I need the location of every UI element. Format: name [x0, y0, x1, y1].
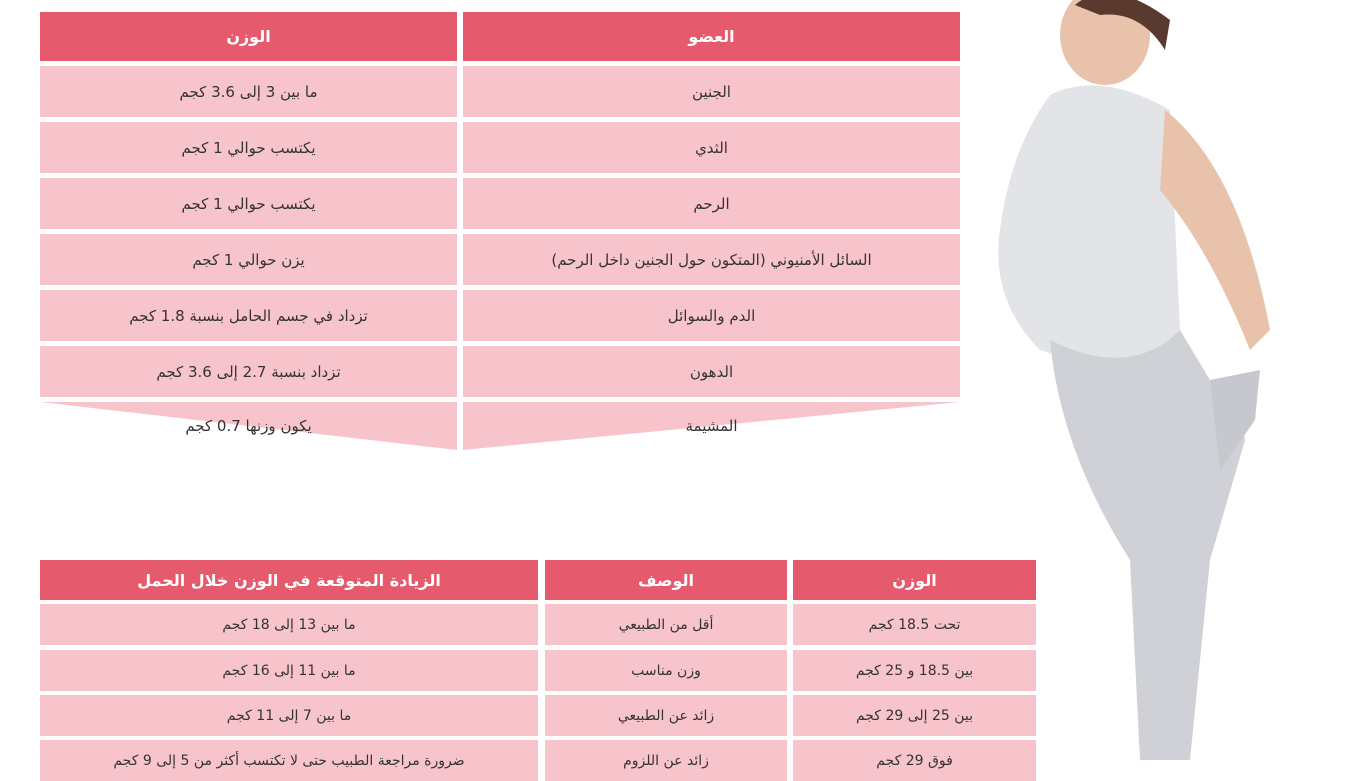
- weight-cell: يكون وزنها 0.7 كجم: [185, 417, 312, 435]
- weight-cell: يكتسب حوالي 1 كجم: [40, 178, 457, 229]
- organ-cell: الثدي: [463, 122, 960, 173]
- header-organ: العضو: [463, 12, 960, 61]
- weight-cell: تزداد في جسم الحامل بنسبة 1.8 كجم: [40, 290, 457, 341]
- gain-cell: ما بين 11 إلى 16 كجم: [40, 650, 538, 691]
- header-gain: الزيادة المتوقعة في الوزن خلال الحمل: [40, 560, 538, 600]
- description-cell: زائد عن الطبيعي: [545, 695, 787, 736]
- organ-cell: الدهون: [463, 346, 960, 397]
- weight-cell: ما بين 3 إلى 3.6 كجم: [40, 66, 457, 117]
- gain-cell: ما بين 13 إلى 18 كجم: [40, 604, 538, 645]
- organ-cell: السائل الأمنيوني (المتكون حول الجنين داخ…: [463, 234, 960, 285]
- header-weight: الوزن: [793, 560, 1036, 600]
- organ-cell: الجنين: [463, 66, 960, 117]
- header-weight: الوزن: [40, 12, 457, 61]
- description-cell: وزن مناسب: [545, 650, 787, 691]
- organ-cell: المشيمة: [685, 417, 738, 435]
- weight-cell: بين 18.5 و 25 كجم: [793, 650, 1036, 691]
- weight-cell: تحت 18.5 كجم: [793, 604, 1036, 645]
- pregnant-woman-photo: [998, 0, 1270, 760]
- header-description: الوصف: [545, 560, 787, 600]
- weight-cell: تزداد بنسبة 2.7 إلى 3.6 كجم: [40, 346, 457, 397]
- description-cell: أقل من الطبيعي: [545, 604, 787, 645]
- organ-cell: الدم والسوائل: [463, 290, 960, 341]
- organ-cell: الرحم: [463, 178, 960, 229]
- weight-cell: يكتسب حوالي 1 كجم: [40, 122, 457, 173]
- description-cell: زائد عن اللزوم: [545, 740, 787, 781]
- weight-cell: بين 25 إلى 29 كجم: [793, 695, 1036, 736]
- gain-cell: ضرورة مراجعة الطبيب حتى لا تكتسب أكثر من…: [40, 740, 538, 781]
- weight-cell: يزن حوالي 1 كجم: [40, 234, 457, 285]
- gain-cell: ما بين 7 إلى 11 كجم: [40, 695, 538, 736]
